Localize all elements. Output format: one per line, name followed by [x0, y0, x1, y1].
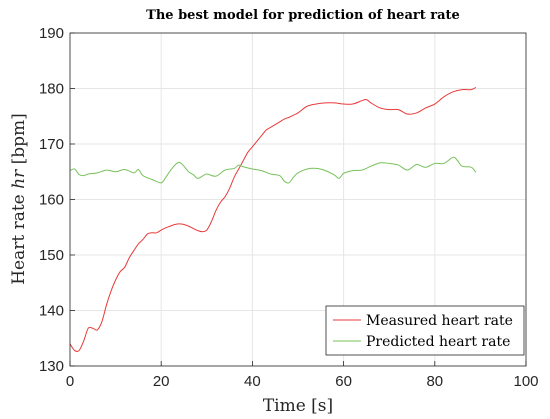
legend: Measured heart rate Predicted heart rate	[325, 305, 525, 356]
x-tick-label: 60	[335, 373, 352, 390]
series-line-1	[69, 156, 477, 184]
legend-label-predicted: Predicted heart rate	[366, 334, 510, 350]
y-tick-label: 170	[39, 136, 64, 153]
axis-ticks: 0 20 40 60 80 100 130 140 150 160 170 180 190	[39, 25, 539, 390]
legend-label-measured: Measured heart rate	[366, 313, 513, 329]
y-tick-label: 140	[39, 303, 64, 320]
y-axis-label: Heart rate hr [bpm]	[9, 113, 29, 285]
x-tick-label: 0	[66, 373, 74, 390]
x-tick-label: 40	[244, 373, 261, 390]
x-tick-label: 20	[153, 373, 170, 390]
y-tick-label: 190	[39, 25, 64, 42]
series-line-0	[69, 86, 477, 352]
legend-box	[325, 305, 525, 356]
chart-title: The best model for prediction of heart r…	[146, 8, 460, 23]
x-axis-label: Time [s]	[263, 396, 333, 416]
y-tick-label: 160	[39, 192, 64, 209]
y-tick-label: 180	[39, 81, 64, 98]
y-tick-label: 130	[39, 358, 64, 375]
x-tick-label: 100	[513, 373, 538, 390]
series-layer	[69, 86, 477, 352]
x-tick-label: 80	[426, 373, 443, 390]
y-tick-label: 150	[39, 247, 64, 264]
